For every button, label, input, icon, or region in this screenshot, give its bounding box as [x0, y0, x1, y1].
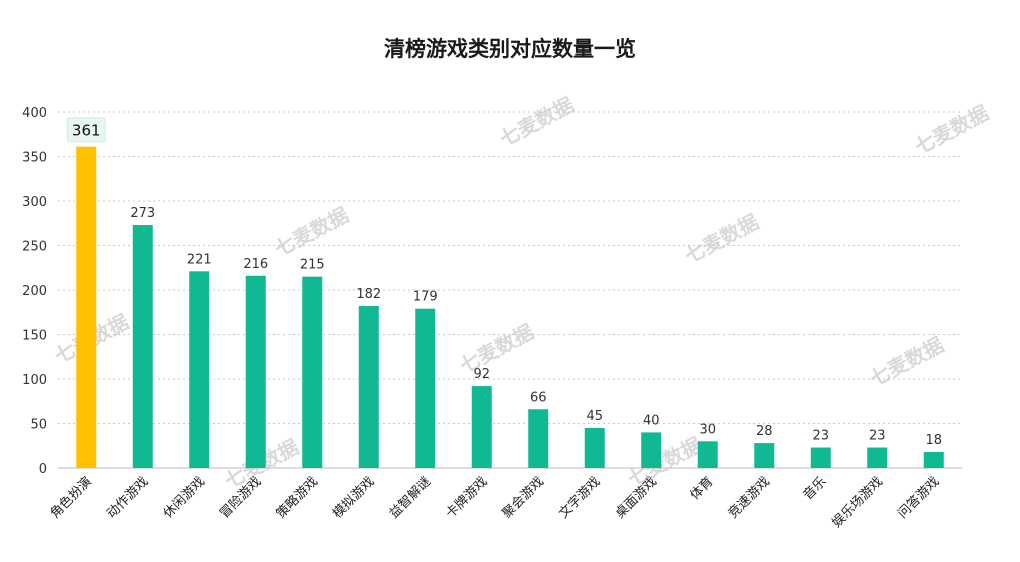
value-label: 18: [925, 433, 942, 448]
watermark-text: 七麦数据: [866, 332, 948, 391]
bar-2: [132, 225, 153, 468]
bar-7: [415, 308, 436, 468]
value-label: 28: [756, 424, 773, 439]
value-label: 40: [643, 413, 660, 428]
y-tick-label: 0: [39, 462, 47, 477]
category-label: 角色扮演: [47, 474, 95, 522]
value-label: 216: [243, 257, 268, 272]
value-label: 92: [473, 367, 490, 382]
bar-4: [245, 275, 266, 468]
y-tick-label: 350: [22, 151, 47, 166]
bar-11: [641, 432, 662, 468]
y-tick-label: 400: [22, 106, 47, 121]
watermark-text: 七麦数据: [624, 432, 706, 491]
bar-10: [584, 427, 605, 468]
bar-16: [923, 451, 944, 468]
category-label: 竞速游戏: [725, 474, 773, 522]
category-label: 体育: [687, 474, 717, 504]
category-label: 问答游戏: [894, 474, 942, 522]
value-label: 30: [699, 422, 716, 437]
bar-5: [302, 276, 323, 468]
category-label: 模拟游戏: [330, 474, 377, 521]
bar-1: [76, 146, 97, 468]
value-label: 66: [530, 390, 547, 405]
chart-title: 清榜游戏类别对应数量一览: [384, 37, 636, 61]
y-tick-label: 100: [22, 373, 47, 388]
y-tick-label: 250: [22, 240, 47, 255]
category-label: 文字游戏: [556, 474, 603, 521]
value-label: 215: [300, 258, 325, 273]
bar-3: [189, 271, 210, 468]
category-label: 策略游戏: [273, 474, 321, 522]
category-label: 娱乐场游戏: [829, 474, 886, 531]
y-tick-label: 150: [22, 329, 47, 344]
watermark-text: 七麦数据: [271, 202, 353, 261]
value-label: 23: [869, 429, 886, 444]
value-label: 23: [812, 429, 829, 444]
category-label: 动作游戏: [104, 474, 151, 521]
bar-13: [754, 443, 775, 468]
value-label: 361: [72, 122, 101, 140]
bar-12: [697, 441, 718, 468]
bar-15: [867, 447, 888, 468]
value-label: 182: [356, 287, 381, 302]
watermark-text: 七麦数据: [496, 92, 578, 151]
watermark-text: 七麦数据: [456, 319, 538, 378]
y-tick-label: 50: [30, 418, 47, 433]
value-label-box: [66, 117, 106, 143]
value-label: 179: [413, 290, 438, 305]
category-label: 卡牌游戏: [442, 474, 490, 522]
category-label: 休闲游戏: [161, 474, 208, 521]
bar-6: [358, 306, 379, 468]
category-label: 益智解谜: [387, 474, 434, 521]
bar-14: [810, 447, 831, 468]
watermark-text: 七麦数据: [681, 209, 763, 268]
watermark-text: 七麦数据: [911, 100, 993, 159]
bar-9: [528, 409, 549, 468]
value-label: 45: [586, 409, 603, 424]
value-label: 273: [130, 206, 155, 221]
y-tick-label: 200: [22, 284, 47, 299]
bar-8: [471, 386, 492, 468]
category-label: 音乐: [800, 474, 830, 504]
value-label: 221: [187, 252, 212, 267]
y-tick-label: 300: [22, 195, 47, 210]
category-label: 聚会游戏: [500, 474, 547, 521]
